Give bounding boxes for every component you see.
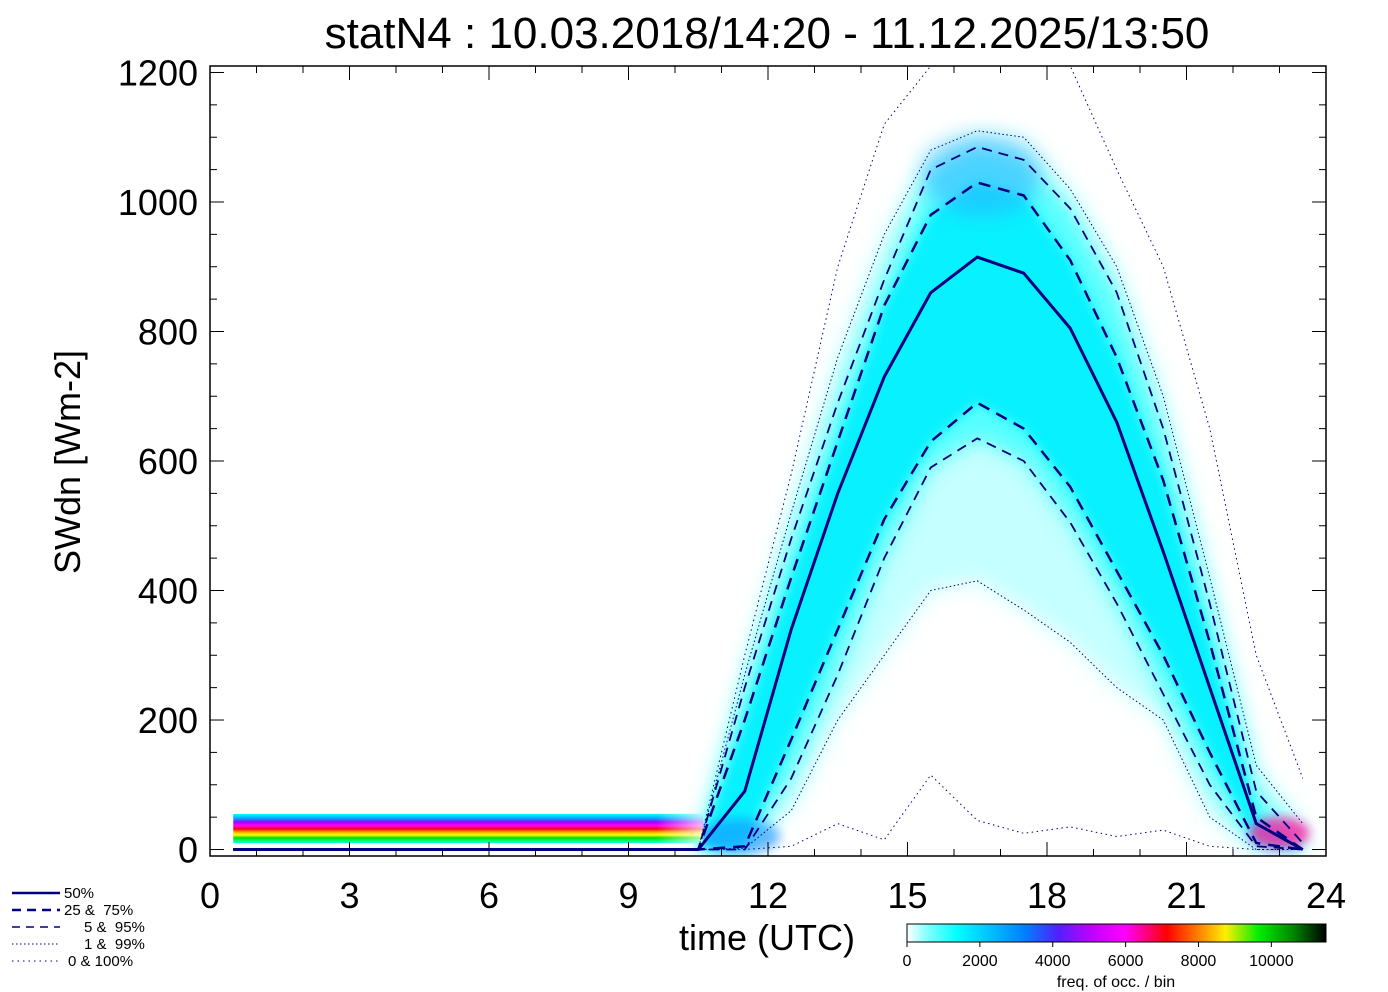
colorbar-tick-label: 6000	[1108, 953, 1144, 970]
y-tick-label: 400	[138, 571, 198, 612]
colorbar-tick-label: 2000	[962, 953, 998, 970]
x-tick-label: 15	[887, 875, 927, 916]
colorbar-tick-label: 0	[903, 953, 912, 970]
legend: 50% 25 & 75% 5 & 95% 1 & 99% 0 & 100%	[12, 885, 145, 970]
x-axis: 0 3 6 9 12 15 18 21 24	[200, 66, 1346, 916]
series-line-1pct	[233, 580, 1303, 851]
x-tick-label: 24	[1306, 875, 1346, 916]
x-tick-label: 6	[479, 875, 499, 916]
colorbar-gradient	[906, 923, 1327, 943]
series-line-99pct	[233, 130, 1304, 851]
chart-title: statN4 : 10.03.2018/14:20 - 11.12.2025/1…	[325, 9, 1210, 58]
legend-label-1-99: 1 & 99%	[84, 936, 145, 953]
legend-label-25-75: 25 & 75%	[64, 902, 133, 919]
legend-label-0-100: 0 & 100%	[68, 953, 133, 970]
y-axis: 0 200 400 600 800 1000 1200	[118, 52, 1326, 871]
series-line-95pct	[233, 146, 1304, 851]
series-line-25pct	[233, 401, 1303, 851]
night-band	[233, 813, 703, 844]
x-axis-label: time (UTC)	[679, 917, 855, 958]
legend-label-5-95: 5 & 95%	[84, 919, 145, 936]
colorbar-tick-label: 8000	[1181, 953, 1217, 970]
y-tick-label: 200	[138, 700, 198, 741]
x-tick-label: 18	[1027, 875, 1067, 916]
colorbar-label: freq. of occ. / bin	[1057, 974, 1175, 991]
y-tick-label: 1000	[118, 182, 198, 223]
x-tick-label: 3	[339, 875, 359, 916]
y-tick-label: 600	[138, 441, 198, 482]
y-tick-label: 1200	[118, 52, 198, 93]
y-tick-label: 800	[138, 311, 198, 352]
x-tick-label: 0	[200, 875, 220, 916]
colorbar-tick-label: 10000	[1249, 953, 1294, 970]
x-tick-label: 21	[1166, 875, 1206, 916]
colorbar: 0 2000 4000 6000 8000 10000 freq. of occ. / b…	[903, 923, 1327, 991]
colorbar-tick-label: 4000	[1035, 953, 1071, 970]
y-tick-label: 0	[178, 830, 198, 871]
frequency-heatmap	[698, 130, 1310, 855]
night-band-edge	[233, 813, 703, 844]
legend-label-50: 50%	[64, 885, 94, 902]
density-peak-spot	[921, 136, 1042, 217]
x-tick-label: 12	[748, 875, 788, 916]
density-morning-spot	[700, 818, 781, 855]
x-tick-label: 9	[618, 875, 638, 916]
y-axis-label: SWdn [Wm-2]	[47, 350, 88, 574]
colorbar-ticks: 0 2000 4000 6000 8000 10000	[903, 942, 1294, 970]
percentile-lines	[233, 66, 1304, 852]
